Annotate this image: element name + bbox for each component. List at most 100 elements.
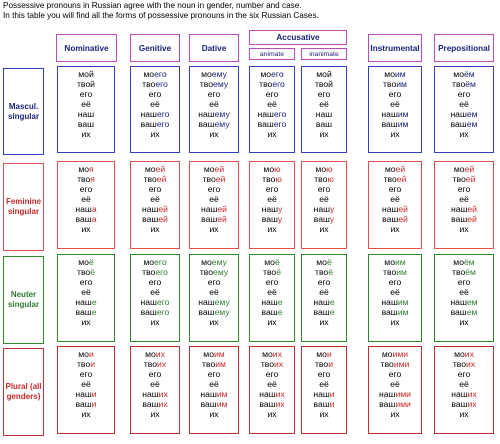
pronoun-form: вашего bbox=[140, 307, 170, 317]
pronoun-form: твоего bbox=[142, 267, 168, 277]
cell-f-0: моя твоя его её наша ваша их bbox=[57, 161, 115, 249]
pronoun-form: её bbox=[459, 194, 469, 204]
pronoun-form: его bbox=[148, 184, 162, 194]
pronoun-form: наш bbox=[77, 109, 95, 119]
pronoun-form: ваше bbox=[75, 307, 97, 317]
pronoun-form: их bbox=[209, 224, 219, 234]
cell-m-3: моего твоего его её нашего вашего их bbox=[249, 66, 295, 153]
pronoun-form: его bbox=[457, 89, 471, 99]
pronoun-form: его bbox=[388, 369, 402, 379]
pronoun-form: ваших bbox=[259, 399, 285, 409]
row-label-n: Neuter singular bbox=[3, 256, 44, 344]
pronoun-form: их bbox=[390, 224, 400, 234]
pronoun-form: нашего bbox=[140, 109, 170, 119]
pronoun-form: его bbox=[317, 184, 331, 194]
pronoun-form: их bbox=[81, 317, 91, 327]
header-accusative: Accusative animate inanimate bbox=[249, 30, 347, 62]
header-dative: Dative bbox=[189, 34, 239, 62]
pronoun-form: её bbox=[390, 287, 400, 297]
pronoun-form: её bbox=[390, 99, 400, 109]
pronoun-form: его bbox=[207, 89, 221, 99]
pronoun-form: их bbox=[267, 317, 277, 327]
pronoun-form: ваши bbox=[313, 399, 335, 409]
pronoun-form: вашему bbox=[198, 119, 230, 129]
pronoun-form: наш bbox=[315, 109, 333, 119]
cell-m-4: мой твой его её наш ваш их bbox=[301, 66, 347, 153]
pronoun-form: твоими bbox=[380, 359, 410, 369]
pronoun-form: вашего bbox=[140, 119, 170, 129]
cell-m-5: моим твоим его её нашим вашим их bbox=[368, 66, 422, 153]
pronoun-form: твой bbox=[77, 79, 95, 89]
cell-n-2: моему твоему его её нашему вашему их bbox=[189, 254, 239, 342]
pronoun-form: их bbox=[459, 409, 469, 419]
pronoun-form: твоих bbox=[260, 359, 284, 369]
cell-p-1: моих твоих его её наших ваших их bbox=[130, 346, 180, 434]
pronoun-form: их bbox=[459, 224, 469, 234]
pronoun-form: её bbox=[209, 379, 219, 389]
pronoun-form: наше bbox=[313, 297, 335, 307]
pronoun-form: моей bbox=[203, 164, 225, 174]
pronoun-form: твои bbox=[315, 359, 333, 369]
pronoun-form: твоей bbox=[383, 174, 407, 184]
pronoun-form: нашим bbox=[381, 109, 409, 119]
pronoun-form: вашим bbox=[381, 119, 409, 129]
pronoun-form: нашими bbox=[379, 389, 411, 399]
pronoun-form: наше bbox=[261, 297, 283, 307]
row-label-f: Feminine singular bbox=[3, 163, 44, 251]
cell-n-0: моё твоё его её наше ваше их bbox=[57, 254, 115, 342]
cell-m-6: моём твоём его её нашем вашем их bbox=[434, 66, 494, 153]
pronoun-form: твоё bbox=[77, 267, 95, 277]
pronoun-form: твоих bbox=[143, 359, 167, 369]
pronoun-form: её bbox=[459, 287, 469, 297]
pronoun-form: его bbox=[79, 89, 93, 99]
pronoun-form: нашем bbox=[450, 109, 478, 119]
pronoun-form: мою bbox=[263, 164, 281, 174]
pronoun-form: его bbox=[148, 277, 162, 287]
intro-text: Possessive pronouns in Russian agree wit… bbox=[3, 1, 497, 21]
pronoun-form: её bbox=[319, 194, 329, 204]
pronoun-form: мою bbox=[315, 164, 333, 174]
pronoun-form: нашего bbox=[140, 297, 170, 307]
pronoun-form: нашего bbox=[257, 109, 287, 119]
pronoun-form: ваше bbox=[313, 307, 335, 317]
pronoun-form: ваших bbox=[142, 399, 168, 409]
pronoun-form: её bbox=[209, 99, 219, 109]
cell-f-3: мою твою его её нашу вашу их bbox=[249, 161, 295, 249]
pronoun-form: твоего bbox=[259, 79, 285, 89]
pronoun-form: ваше bbox=[261, 307, 283, 317]
pronoun-form: вашему bbox=[198, 307, 230, 317]
pronoun-form: вашим bbox=[381, 307, 409, 317]
pronoun-form: нашу bbox=[313, 204, 335, 214]
pronoun-form: его bbox=[265, 89, 279, 99]
pronoun-form: их bbox=[267, 224, 277, 234]
pronoun-form: нашей bbox=[450, 204, 477, 214]
pronoun-form: нашим bbox=[381, 297, 409, 307]
intro-line-2: In this table you will find all the form… bbox=[3, 11, 319, 20]
pronoun-form: вашей bbox=[382, 214, 408, 224]
pronoun-form: моей bbox=[384, 164, 406, 174]
pronoun-form: моих bbox=[145, 349, 165, 359]
cell-f-4: мою твою его её нашу вашу их bbox=[301, 161, 347, 249]
pronoun-form: его bbox=[317, 277, 331, 287]
pronoun-form: вашего bbox=[257, 119, 287, 129]
cell-p-3: моих твоих его её наших ваших их bbox=[249, 346, 295, 434]
accusative-inanimate: inanimate bbox=[301, 48, 347, 60]
pronoun-form: её bbox=[390, 194, 400, 204]
pronoun-form: твоей bbox=[202, 174, 226, 184]
pronoun-form: его bbox=[207, 277, 221, 287]
pronoun-form: их bbox=[319, 129, 329, 139]
cell-p-6: моих твоих его её наших ваших их bbox=[434, 346, 494, 434]
pronoun-form: мой bbox=[316, 69, 332, 79]
pronoun-form: их bbox=[209, 409, 219, 419]
cell-p-5: моими твоими его её нашими вашими их bbox=[368, 346, 422, 434]
cell-p-4: мои твои его её наши ваши их bbox=[301, 346, 347, 434]
pronoun-form: твою bbox=[262, 174, 282, 184]
pronoun-form: его bbox=[457, 184, 471, 194]
pronoun-form: его bbox=[79, 277, 93, 287]
pronoun-form: твой bbox=[315, 79, 333, 89]
pronoun-form: моих bbox=[454, 349, 474, 359]
row-label-m: Mascul. singular bbox=[3, 68, 44, 155]
pronoun-form: его bbox=[148, 369, 162, 379]
pronoun-form: их bbox=[209, 317, 219, 327]
pronoun-form: моей bbox=[144, 164, 166, 174]
